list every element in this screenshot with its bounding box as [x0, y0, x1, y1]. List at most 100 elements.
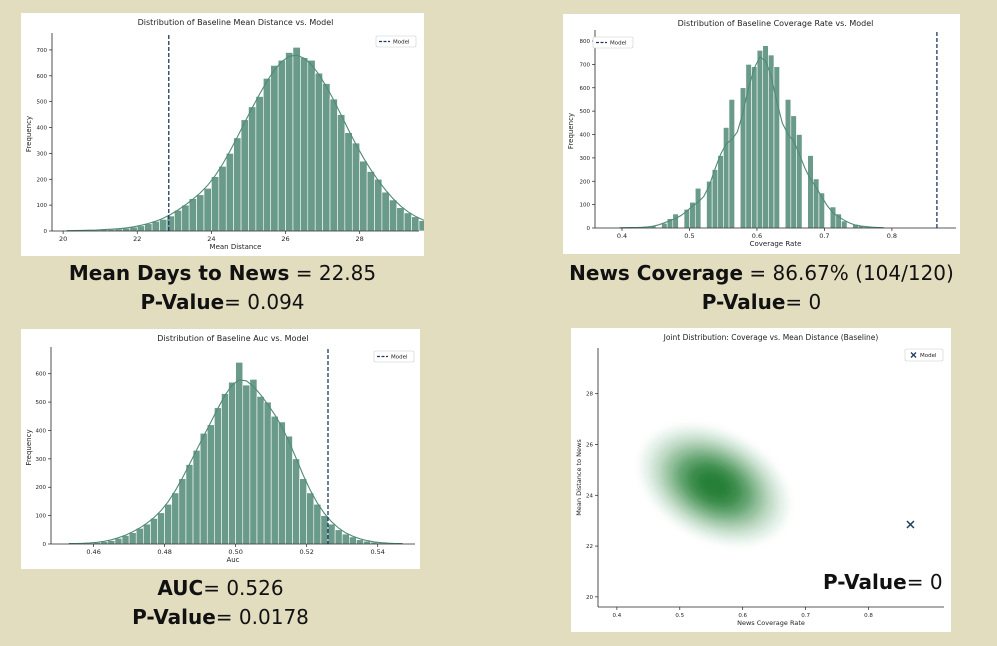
x-tick-label: 0.4: [617, 232, 627, 240]
x-axis-label: News Coverage Rate: [737, 619, 805, 627]
model-marker: [906, 520, 915, 529]
y-tick-label: 26: [586, 442, 593, 448]
y-axis-label: Mean Distance to News: [575, 439, 583, 516]
histogram-bar: [185, 464, 194, 545]
histogram-bar: [171, 492, 180, 545]
x-tick-label: 0.8: [887, 232, 897, 240]
histogram-bar: [306, 492, 315, 545]
histogram-bar: [228, 381, 236, 545]
y-tick-label: 600: [580, 86, 591, 92]
chart-panel-auc: Distribution of Baseline Auc vs. Model 0.…: [21, 329, 420, 569]
histogram-bar: [344, 132, 353, 232]
chart-title: Distribution of Baseline Coverage Rate v…: [678, 19, 874, 28]
caption-value: = 86.67% (104/120): [749, 261, 954, 285]
chart-title: Joint Distribution: Coverage vs. Mean Di…: [663, 333, 879, 342]
histogram-auc: Distribution of Baseline Auc vs. Model 0.…: [25, 334, 415, 564]
y-tick-label: 700: [580, 62, 591, 68]
histogram-bar: [711, 169, 719, 229]
chart-title: Distribution of Baseline Mean Distance v…: [138, 18, 334, 27]
x-tick-label: 0.54: [370, 548, 384, 556]
histogram-bar: [818, 192, 825, 229]
x-tick-label: 0.8: [864, 613, 873, 619]
y-tick-label: 800: [580, 39, 591, 45]
x-tick-label: 0.7: [819, 232, 829, 240]
histogram-bar: [233, 137, 242, 232]
histogram-bar: [136, 225, 145, 232]
histogram-bar: [329, 98, 338, 232]
pvalue-label: P-Value: [823, 570, 907, 594]
x-tick-label: 0.52: [299, 548, 313, 556]
x-tick-label: 0.48: [157, 548, 171, 556]
y-axis-label: Frequency: [567, 113, 575, 149]
histogram-bar: [768, 54, 775, 229]
histogram-bar: [349, 536, 357, 545]
x-tick-label: 26: [281, 235, 289, 243]
caption-label: News Coverage: [569, 261, 744, 285]
histogram-bar: [196, 194, 205, 232]
legend-label: Model: [391, 355, 408, 361]
histogram-bar: [270, 415, 279, 545]
y-tick-label: 22: [586, 544, 593, 550]
histogram-bar: [249, 379, 258, 545]
histogram-bar: [320, 515, 329, 545]
histogram-bar: [341, 533, 350, 545]
legend-label: Model: [920, 353, 937, 359]
pvalue-value: = 0.094: [224, 290, 305, 314]
histogram-bar: [841, 220, 848, 229]
histogram-bar: [203, 188, 212, 232]
histogram-bar: [206, 424, 215, 545]
y-tick-label: 20: [586, 595, 593, 601]
histogram-bar: [240, 119, 249, 232]
histogram-bar: [135, 528, 144, 545]
legend-box: [373, 350, 415, 363]
histogram-bar: [762, 45, 769, 229]
y-tick-label: 100: [580, 203, 591, 209]
y-tick-label: 0: [587, 226, 591, 232]
y-tick-label: 500: [37, 100, 48, 106]
histogram-bar: [277, 59, 286, 232]
histogram-bar: [242, 384, 251, 545]
y-tick-label: 300: [580, 156, 591, 162]
y-tick-label: 100: [37, 203, 48, 209]
histogram-bar: [151, 221, 160, 232]
y-tick-label: 500: [36, 400, 47, 406]
histogram-coverage: Distribution of Baseline Coverage Rate v…: [567, 19, 956, 248]
histogram-bar: [313, 503, 322, 545]
caption-value: = 0.526: [203, 576, 284, 600]
pvalue-label: P-Value: [140, 290, 225, 314]
y-tick-label: 400: [580, 133, 591, 139]
histogram-bar: [214, 407, 222, 545]
chart-panel-joint: Joint Distribution: Coverage vs. Mean Di…: [571, 328, 951, 632]
histogram-bar: [221, 393, 229, 545]
x-tick-label: 0.4: [612, 613, 621, 619]
histogram-bar: [292, 47, 301, 232]
chart-title: Distribution of Baseline Auc vs. Model: [157, 334, 308, 343]
x-tick-label: 22: [133, 235, 141, 243]
histogram-bar: [299, 478, 307, 545]
histogram-bar: [351, 142, 360, 232]
chart-panel-coverage: Distribution of Baseline Coverage Rate v…: [563, 14, 960, 254]
caption-label: Mean Days to News: [68, 261, 290, 285]
legend-box: [592, 36, 634, 49]
y-tick-label: 200: [580, 179, 591, 185]
histogram-bar: [277, 421, 286, 545]
x-tick-label: 0.6: [752, 232, 762, 240]
histogram-bar: [164, 503, 173, 545]
y-tick-label: 400: [37, 126, 48, 132]
histogram-bar: [107, 540, 116, 545]
histogram-bar: [374, 178, 383, 232]
histogram-bar: [225, 153, 234, 232]
kde-curve: [619, 56, 884, 229]
pvalue-label: P-Value: [132, 605, 216, 629]
x-tick-label: 20: [59, 235, 67, 243]
y-tick-label: 28: [586, 392, 593, 398]
histogram-bar: [188, 198, 197, 232]
caption-news-coverage: News Coverage = 86.67% (104/120) P-Value…: [563, 259, 960, 317]
histogram-bar: [334, 529, 343, 545]
histogram-bar: [403, 212, 412, 232]
pvalue-value: = 0: [785, 290, 822, 314]
histogram-bar: [813, 178, 820, 229]
histogram-bar: [263, 401, 272, 545]
histogram-bar: [739, 87, 747, 229]
y-axis-label: Frequency: [25, 116, 33, 152]
